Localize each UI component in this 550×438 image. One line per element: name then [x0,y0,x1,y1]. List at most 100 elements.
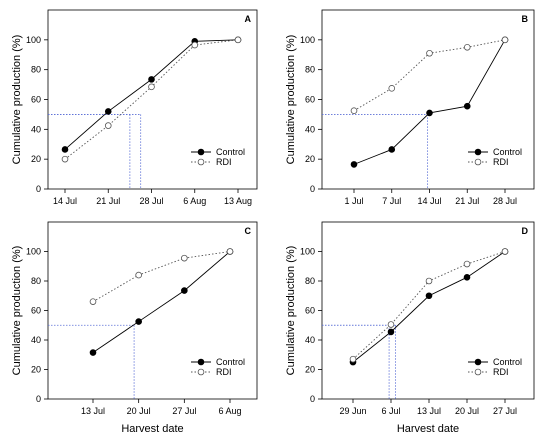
y-tick-label: 60 [31,95,41,105]
y-tick-label: 60 [305,95,315,105]
y-tick-label: 80 [305,276,315,286]
series-line-rdi [352,251,506,360]
data-point-rdi [135,271,142,279]
series-line-control [92,251,231,353]
legend-label: RDI [216,157,232,167]
data-point-control [463,274,471,281]
data-point-control [89,349,97,356]
y-tick-label: 40 [31,124,41,134]
x-axis-title: Harvest date [397,423,459,435]
data-point-rdi [226,248,234,255]
legend-marker [474,368,482,376]
y-axis-title: Cumulative production (%) [11,246,23,376]
data-point-control [425,292,433,300]
y-tick-label: 100 [26,35,41,45]
panel-c: 0 20 40 60 80 100 13 Jul 20 Jul 27 Jul 6 Aug Cumul… [11,221,258,435]
data-point-rdi [425,277,433,285]
data-point-rdi [234,36,242,44]
y-tick-label: 0 [36,184,41,194]
panel-b: 0 20 40 60 80 100 1 Jul 7 Jul 14 Jul 21 Jul 28 Jul… [285,9,535,206]
panel-letter: B [522,14,529,24]
x-tick-label: 29 Jun [339,406,366,416]
data-point-rdi [463,43,471,51]
data-point-rdi [148,83,155,91]
x-tick-label: 1 Jul [344,196,363,206]
series-line-control [353,39,506,165]
series-line-control [64,39,239,150]
x-tick-label: 6 Aug [218,406,241,416]
legend-label: Control [493,147,522,157]
data-point-control [61,146,69,153]
y-tick-label: 80 [305,65,315,75]
data-point-rdi [463,260,471,268]
x-axis-title: Harvest date [121,423,183,435]
data-point-rdi [89,298,97,305]
panel-letter: D [522,226,529,236]
y-tick-label: 20 [305,365,315,375]
x-tick-label: 21 Jul [96,196,120,206]
y-tick-label: 40 [305,335,315,345]
series-line-control [352,251,506,363]
y-axis-title: Cumulative production (%) [11,35,23,165]
x-tick-label: 13 Jul [81,406,105,416]
series-line-rdi [64,39,239,160]
data-point-control [181,287,188,294]
y-tick-label: 100 [300,247,315,257]
data-point-control [388,146,396,153]
x-tick-label: 6 Jul [381,406,400,416]
y-tick-label: 20 [31,154,41,164]
y-tick-label: 60 [305,306,315,316]
x-tick-label: 14 Jul [53,196,77,206]
legend-marker [197,358,205,366]
legend-label: RDI [216,367,232,377]
data-point-rdi [61,155,69,163]
data-point-rdi [104,122,112,129]
panel-a: 0 20 40 60 80 100 14 Jul 21 Jul 28 Jul 6 Aug 13 Au… [11,9,258,206]
x-tick-label: 21 Jul [455,196,479,206]
y-tick-label: 40 [305,124,315,134]
y-tick-label: 0 [310,184,315,194]
data-point-rdi [191,41,199,49]
x-tick-label: 14 Jul [417,196,441,206]
data-point-rdi [350,107,358,114]
y-tick-label: 60 [31,306,41,316]
y-tick-label: 100 [300,35,315,45]
legend-marker [474,158,482,166]
legend-label: Control [493,357,522,367]
y-tick-label: 0 [310,394,315,404]
panel-letter: C [245,226,252,236]
panel-letter: A [245,14,252,24]
legend-label: RDI [493,367,509,377]
data-point-control [148,76,155,83]
y-tick-label: 80 [31,276,41,286]
data-point-control [104,108,112,115]
legend-marker [197,148,205,156]
y-tick-label: 40 [31,335,41,345]
series-line-rdi [92,251,231,303]
legend-marker [197,158,205,166]
x-tick-label: 27 Jul [493,406,517,416]
x-tick-label: 27 Jul [172,406,196,416]
x-tick-label: 28 Jul [139,196,163,206]
x-tick-label: 28 Jul [493,196,517,206]
data-point-rdi [501,36,509,44]
data-point-control [387,328,395,336]
y-tick-label: 80 [31,65,41,75]
data-point-control [350,161,358,168]
x-tick-label: 7 Jul [382,196,401,206]
legend-marker [474,358,482,366]
data-point-rdi [426,49,433,57]
y-tick-label: 20 [31,365,41,375]
legend-label: RDI [493,157,509,167]
panel-d: 0 20 40 60 80 100 29 Jun 6 Jul 13 Jul 20 Jul 27 Ju… [285,221,535,435]
data-point-rdi [387,321,395,328]
x-tick-label: 13 Jul [417,406,441,416]
data-point-control [426,109,433,117]
x-tick-label: 20 Jul [127,406,151,416]
y-tick-label: 20 [305,154,315,164]
data-point-rdi [349,355,357,363]
x-tick-label: 6 Aug [183,196,206,206]
data-point-rdi [501,248,509,255]
x-tick-label: 13 Aug [224,196,252,206]
